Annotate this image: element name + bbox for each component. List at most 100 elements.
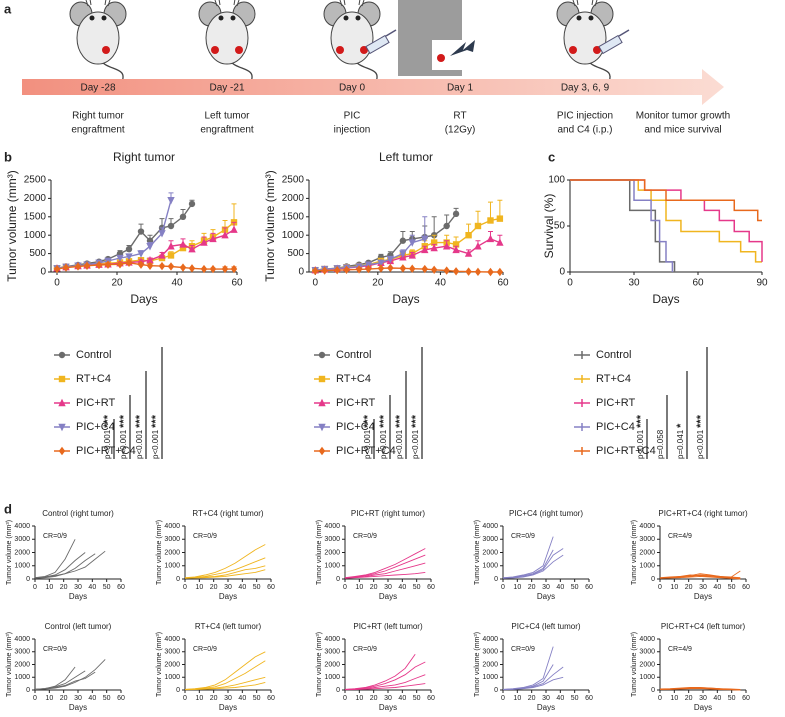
x-axis-label: Days — [694, 592, 712, 601]
legend-label: RT+C4 — [336, 373, 371, 385]
step-label: and C4 (i.p.) — [557, 125, 612, 136]
x-tick-label: 50 — [728, 695, 736, 702]
x-tick-label: 50 — [253, 584, 261, 591]
mouse-icon — [69, 0, 139, 93]
marker — [209, 234, 217, 243]
marker — [230, 225, 238, 233]
marker — [443, 266, 450, 275]
series-line — [34, 659, 106, 690]
x-tick-label: 40 — [171, 278, 183, 289]
x-tick-label: 60 — [585, 695, 593, 702]
x-tick-label: 20 — [372, 278, 384, 289]
y-tick-label: 0 — [26, 576, 30, 583]
p-value: p<0.001 — [119, 429, 128, 459]
series-line — [502, 554, 564, 579]
x-tick-label: 30 — [699, 695, 707, 702]
panel-label: c — [548, 149, 555, 164]
y-tick-label: 3000 — [482, 536, 498, 543]
marker — [74, 262, 82, 271]
x-tick-label: 30 — [74, 584, 82, 591]
legend-marker — [318, 446, 326, 456]
x-tick-label: 40 — [398, 695, 406, 702]
marker — [95, 260, 103, 270]
marker — [442, 242, 451, 250]
marker — [399, 250, 407, 258]
legend-label: PIC+RT — [596, 397, 636, 409]
marker — [430, 243, 438, 252]
p-value: p<0.001 — [636, 429, 645, 459]
y-axis-label: Tumor volume (mm³) — [6, 632, 13, 697]
y-tick-label: 1500 — [24, 211, 47, 222]
significance-label: p<0.001*** — [378, 414, 390, 459]
x-tick-label: 40 — [88, 695, 96, 702]
survival-curve — [570, 179, 674, 272]
y-tick-label: 0 — [40, 267, 46, 278]
stars: *** — [362, 414, 374, 428]
step-label: injection — [334, 125, 371, 136]
series-line — [315, 217, 501, 271]
tumor-dot — [360, 46, 368, 54]
marker — [399, 237, 407, 244]
y-tick-label: 500 — [29, 248, 46, 259]
y-tick-label: 2000 — [639, 661, 655, 668]
significance-label: p=0.041* — [675, 423, 687, 459]
x-axis-label: Days — [694, 703, 712, 712]
marker — [179, 244, 187, 252]
y-tick-label: 0 — [336, 687, 340, 694]
legend-label: RT+C4 — [596, 373, 631, 385]
x-axis-label: Days — [69, 592, 87, 601]
x-tick-label: 50 — [413, 584, 421, 591]
x-tick-label: 50 — [103, 584, 111, 591]
timeline-arrow — [22, 69, 724, 105]
y-tick-label: 100 — [548, 175, 565, 186]
y-tick-label: 2000 — [164, 549, 180, 556]
x-tick-label: 40 — [713, 584, 721, 591]
x-tick-label: 30 — [224, 584, 232, 591]
annotation: CR=0/9 — [511, 646, 535, 653]
y-tick-label: 2000 — [324, 661, 340, 668]
marker — [179, 263, 187, 272]
significance-label: p<0.001*** — [362, 414, 374, 459]
series-line — [34, 666, 76, 690]
legend-marker — [58, 398, 66, 407]
y-tick-label: 4000 — [164, 636, 180, 643]
day-label: Day 0 — [339, 83, 366, 94]
significance-label: p<0.001*** — [394, 414, 406, 459]
marker — [200, 238, 208, 246]
marker — [221, 264, 229, 274]
x-tick-label: 10 — [670, 695, 678, 702]
x-tick-label: 40 — [435, 278, 447, 289]
significance-label: p<0.001*** — [695, 414, 707, 459]
annotation: CR=0/9 — [43, 533, 67, 540]
stars: *** — [150, 414, 162, 428]
survival-curve — [570, 179, 762, 222]
y-tick-label: 4000 — [14, 523, 30, 530]
y-tick-label: 0 — [494, 576, 498, 583]
panel-label: a — [4, 1, 12, 16]
chart-title: PIC+RT+C4 (right tumor) — [658, 509, 748, 518]
marker — [399, 264, 407, 273]
marker — [465, 267, 472, 276]
significance-label: p<0.001*** — [118, 414, 130, 459]
legend-marker — [318, 423, 326, 432]
series-line — [344, 674, 426, 691]
marker — [474, 267, 482, 277]
marker — [146, 256, 154, 264]
x-tick-label: 60 — [692, 278, 704, 289]
y-axis-label: Tumor volume (mm³) — [474, 520, 481, 585]
series-line — [659, 574, 741, 579]
marker — [104, 260, 112, 269]
marker — [116, 254, 124, 263]
chart-title: Right tumor — [113, 150, 175, 164]
marker — [377, 264, 385, 273]
x-tick-label: 60 — [427, 695, 435, 702]
marker — [386, 255, 395, 264]
y-tick-label: 0 — [651, 687, 655, 694]
y-axis-label: Tumor volume (mm³) — [5, 170, 19, 282]
legend-label: PIC+RT+C4 — [336, 445, 396, 457]
chart-title: PIC+RT+C4 (left tumor) — [661, 622, 746, 631]
marker — [421, 264, 428, 274]
step-label: engraftment — [71, 125, 125, 136]
series-line — [659, 575, 741, 580]
series-line — [344, 654, 416, 690]
